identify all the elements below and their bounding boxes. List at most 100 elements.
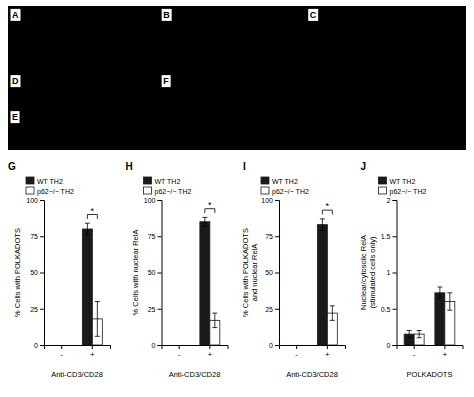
legend-item: p62−/− TH2 (261, 187, 309, 196)
axis-line (280, 346, 346, 350)
x-axis: -+ (45, 345, 111, 359)
y-tick: 0 (34, 342, 44, 349)
legend-item: p62−/− TH2 (379, 187, 427, 196)
y-tick: 50 (148, 269, 162, 276)
x-tick-mark (296, 345, 297, 349)
legend-label: p62−/− TH2 (155, 188, 192, 196)
panel-label: A (12, 10, 19, 20)
panel-label-background (11, 111, 20, 123)
y-tick-mark (275, 273, 279, 274)
y-axis-label: % Cells with POLKADOTSand nuclear RelA (241, 228, 259, 317)
bar-panel: I*0255075100-+Anti-CD3/CD28% Cells with … (241, 161, 346, 379)
y-tick-label: 0.5 (381, 305, 391, 312)
y-tick-mark (158, 236, 162, 237)
y-tick-label: 75 (265, 233, 273, 240)
error-bar (320, 219, 325, 231)
y-tick: 25 (30, 305, 44, 312)
error-bar-line (447, 293, 452, 310)
error-bar-line (407, 331, 412, 338)
panel-label-group: C (308, 9, 318, 21)
legend-label: WT TH2 (272, 178, 298, 185)
y-tick-mark (393, 309, 397, 310)
legend-swatch (26, 177, 34, 184)
y-tick-label: 50 (30, 269, 38, 276)
axis-line (158, 201, 163, 346)
y-axis-label: % Cells with nuclear RelA (131, 230, 140, 316)
y-tick: 1 (387, 269, 397, 276)
panel-label-background (11, 75, 21, 87)
axis-line (397, 346, 463, 350)
y-axis-label: Nuclear/cytosolic RelA(stimulated cells … (359, 235, 377, 310)
y-tick-mark (393, 273, 397, 274)
legend-label: p62−/− TH2 (390, 188, 427, 196)
bar (169, 345, 179, 346)
legend-swatch (144, 187, 152, 194)
y-tick-mark (275, 200, 279, 201)
bar-panel: H*0255075100-+Anti-CD3/CD28% Cells with … (126, 161, 229, 379)
y-axis-label-line: and nuclear RelA (250, 244, 259, 302)
figure: ABCDEFG*0255075100-+Anti-CD3/CD28% Cells… (0, 0, 474, 397)
y-tick-mark (275, 309, 279, 310)
y-tick-label: 1.5 (381, 233, 391, 240)
x-tick-label: + (443, 350, 448, 359)
y-tick-mark (393, 200, 397, 201)
x-tick-label: - (178, 350, 181, 359)
y-tick-mark (158, 200, 162, 201)
legend-swatch (379, 187, 387, 194)
y-tick-mark (40, 309, 44, 310)
y-tick-label: 50 (148, 269, 156, 276)
y-tick-label: 0 (34, 342, 38, 349)
legend-label: WT TH2 (37, 178, 63, 185)
panel-title: H (126, 161, 133, 172)
bar (297, 345, 307, 346)
plot-area (404, 287, 455, 345)
y-axis-label-line: Nuclear/cytosolic RelA (359, 235, 368, 310)
x-tick-label: + (208, 350, 213, 359)
x-axis: -+ (162, 345, 228, 359)
plot-area (200, 217, 220, 345)
bar (200, 222, 210, 345)
bar (82, 229, 92, 345)
panel-label-group: A (11, 9, 21, 21)
axis-line (162, 346, 228, 350)
y-tick: 0.5 (381, 305, 397, 312)
x-tick-label: + (325, 350, 330, 359)
y-tick: 100 (261, 197, 279, 204)
y-tick-mark (40, 200, 44, 201)
y-tick-mark (158, 345, 162, 346)
panel-label: E (12, 112, 18, 122)
legend-item: p62−/− TH2 (144, 187, 192, 196)
plot-area (317, 219, 337, 345)
bar (62, 345, 72, 346)
y-tick: 50 (265, 269, 279, 276)
y-tick: 25 (265, 305, 279, 312)
axis-line (40, 201, 45, 346)
x-tick-label: - (295, 350, 298, 359)
error-bar (407, 331, 412, 338)
y-axis-label-line: % Cells with nuclear RelA (131, 230, 140, 316)
x-axis-label: Anti-CD3/CD28 (51, 370, 103, 379)
error-bar-line (202, 217, 207, 226)
x-tick: - (60, 345, 63, 359)
x-tick-mark (179, 345, 180, 349)
y-tick-label: 1 (387, 269, 391, 276)
error-bar-line (95, 302, 100, 337)
y-tick-label: 75 (30, 233, 38, 240)
error-bar (202, 217, 207, 226)
legend-swatch (144, 177, 152, 184)
y-tick: 25 (148, 305, 162, 312)
legend-label: WT TH2 (155, 178, 181, 185)
error-bar-line (417, 331, 422, 338)
bar (317, 225, 327, 345)
x-tick: + (443, 345, 448, 359)
panel-label-background (162, 9, 172, 21)
y-tick-label: 50 (265, 269, 273, 276)
bar (435, 293, 445, 345)
panel-label-background (11, 9, 21, 21)
y-axis: 0255075100 (261, 197, 279, 349)
y-tick: 75 (30, 233, 44, 240)
y-tick-mark (158, 273, 162, 274)
panel-title: I (243, 161, 246, 172)
legend: WT TH2p62−/− TH2 (26, 177, 74, 196)
panel-title: G (8, 161, 16, 172)
